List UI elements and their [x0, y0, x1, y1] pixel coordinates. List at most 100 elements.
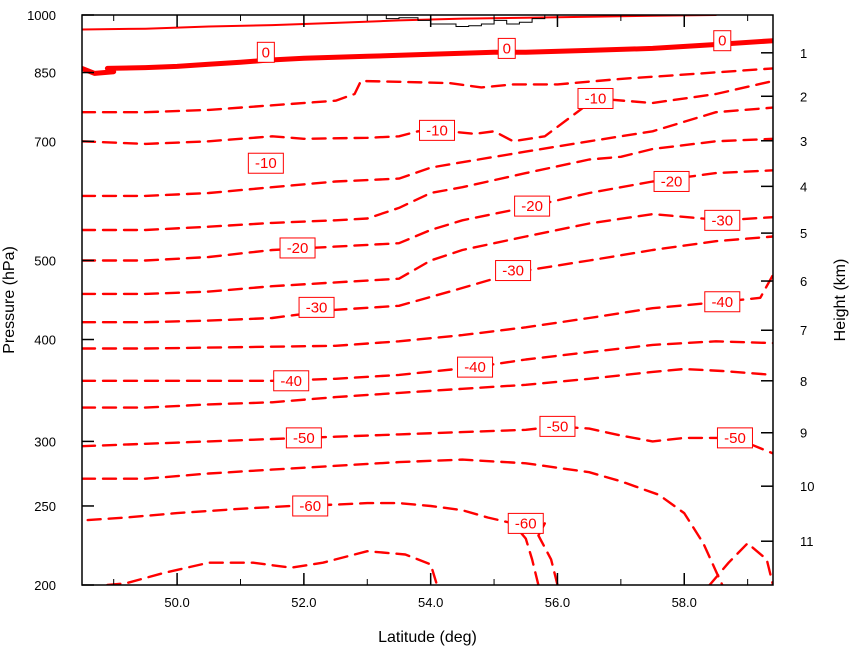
- contour-label-box: [298, 296, 335, 318]
- contour-label-text: 0: [262, 44, 270, 61]
- contour-line: [537, 522, 559, 585]
- contour-label-box: [713, 30, 732, 52]
- contour-label-box: [497, 37, 516, 59]
- y-axis-pressure: 200 250 300 400 500 700 850 1000: [27, 8, 94, 593]
- contour-label-box: [285, 427, 322, 449]
- x-tick-label: 54.0: [418, 595, 443, 610]
- height-tick-label: 10: [800, 479, 814, 494]
- height-tick-label: 9: [800, 426, 807, 441]
- contour-label: -30: [298, 296, 335, 318]
- contour-label: -20: [279, 237, 316, 259]
- height-tick-label: 3: [800, 134, 807, 149]
- contour-label-text: -40: [464, 359, 486, 376]
- contour-line: [82, 458, 724, 585]
- height-tick-label: 6: [800, 274, 807, 289]
- height-tick-label: 7: [800, 323, 807, 338]
- y-axis-left-title: Pressure (hPa): [1, 246, 18, 354]
- contour-label-box: [577, 87, 614, 109]
- height-tick-label: 2: [800, 89, 807, 104]
- contour-line: [106, 550, 439, 585]
- contour-line: [82, 106, 773, 198]
- pressure-tick-label: 1000: [27, 8, 56, 23]
- contour-label-box: [256, 41, 275, 63]
- contour-label: -40: [704, 291, 741, 313]
- contour-line: [82, 367, 773, 409]
- contour-label: -60: [507, 512, 544, 534]
- contour-line: [82, 67, 773, 114]
- pressure-tick-label: 300: [34, 434, 56, 449]
- contour-label-box: [704, 209, 741, 231]
- contour-label: 0: [713, 30, 732, 52]
- terrain-outline: [380, 15, 546, 27]
- contour-label-box: [539, 415, 576, 437]
- contour-label-box: [507, 512, 544, 534]
- contour-label-box: [273, 370, 310, 392]
- contour-line: [82, 273, 773, 350]
- contour-label: -20: [653, 170, 690, 192]
- contour-label-text: -40: [711, 294, 733, 311]
- contour-label: -10: [419, 119, 456, 141]
- contour-label-box: [419, 119, 456, 141]
- contour-label-text: -30: [711, 212, 733, 229]
- height-tick-label: 8: [800, 374, 807, 389]
- contour-label-text: -10: [585, 90, 607, 107]
- pressure-tick-label: 250: [34, 499, 56, 514]
- contour-label: -50: [539, 415, 576, 437]
- contour-label: 0: [497, 37, 516, 59]
- contour-labels: -60 -60 -50 -50 -50 -40 -40 -40 -30 -30 -30 -20 -20 -…: [247, 30, 753, 534]
- contour-lines: [82, 15, 773, 585]
- x-tick-label: 52.0: [291, 595, 316, 610]
- contour-line: [82, 137, 773, 232]
- contour-label: -60: [292, 495, 329, 517]
- contour-label-box: [292, 495, 329, 517]
- height-tick-label: 5: [800, 226, 807, 241]
- contour-label-text: -20: [287, 240, 309, 257]
- contour-line: [82, 340, 773, 382]
- terrain-line: [380, 15, 546, 27]
- contour-label: 0: [256, 41, 275, 63]
- contour-label-box: [247, 152, 284, 174]
- pressure-tick-label: 500: [34, 253, 56, 268]
- contour-label-text: -20: [521, 198, 543, 215]
- height-tick-label: 11: [800, 534, 814, 549]
- pressure-tick-label: 850: [34, 66, 56, 81]
- height-tick-label: 1: [800, 46, 807, 61]
- contour-label: -30: [495, 260, 532, 282]
- x-tick-label: 58.0: [672, 595, 697, 610]
- pressure-tick-label: 700: [34, 134, 56, 149]
- contour-label: -50: [716, 427, 753, 449]
- contour-label-text: -60: [515, 515, 537, 532]
- contour-label: -10: [247, 152, 284, 174]
- contour-label-text: -40: [280, 373, 302, 390]
- contour-line: [82, 425, 773, 455]
- y-axis-height: 1 2 3 4 5 6 7 8 9 10 11: [761, 46, 814, 549]
- x-axis-title: Latitude (deg): [378, 629, 477, 646]
- x-tick-label: 50.0: [164, 595, 189, 610]
- x-tick-label: 56.0: [545, 595, 570, 610]
- contour-label-box: [653, 170, 690, 192]
- contour-label: -50: [285, 427, 322, 449]
- contour-label: -40: [457, 356, 494, 378]
- contour-label-box: [495, 260, 532, 282]
- pressure-tick-label: 200: [34, 578, 56, 593]
- contour-label-text: -10: [255, 155, 277, 172]
- contour-label: -40: [273, 370, 310, 392]
- pressure-tick-label: 400: [34, 333, 56, 348]
- x-axis: 50.0 52.0 54.0 56.0 58.0: [113, 15, 749, 610]
- contour-label-text: 0: [503, 40, 511, 57]
- plot-frame: [81, 14, 774, 586]
- contour-label-box: [457, 356, 494, 378]
- contour-line: [82, 169, 773, 262]
- contour-label-text: -30: [306, 299, 328, 316]
- contour-label-text: -10: [426, 122, 448, 139]
- y-axis-right-title: Height (km): [832, 259, 849, 342]
- contour-label: -10: [577, 87, 614, 109]
- contour-line: [82, 235, 773, 324]
- contour-line: [82, 212, 773, 296]
- contour-label-text: -50: [547, 418, 569, 435]
- contour-label-text: -30: [502, 263, 524, 280]
- contour-label: -20: [514, 195, 551, 217]
- contour-line: [708, 542, 773, 585]
- contour-line: [82, 15, 717, 31]
